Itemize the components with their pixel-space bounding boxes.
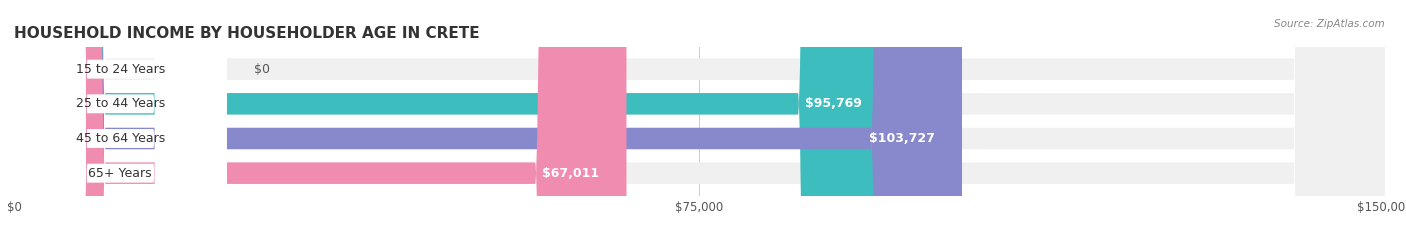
Text: 25 to 44 Years: 25 to 44 Years [76, 97, 165, 110]
FancyBboxPatch shape [14, 0, 627, 233]
Text: 65+ Years: 65+ Years [89, 167, 152, 180]
Text: Source: ZipAtlas.com: Source: ZipAtlas.com [1274, 19, 1385, 29]
Text: $103,727: $103,727 [869, 132, 935, 145]
Text: 45 to 64 Years: 45 to 64 Years [76, 132, 165, 145]
FancyBboxPatch shape [14, 0, 1385, 233]
FancyBboxPatch shape [14, 0, 226, 233]
Text: $95,769: $95,769 [806, 97, 862, 110]
FancyBboxPatch shape [14, 0, 1385, 233]
Text: HOUSEHOLD INCOME BY HOUSEHOLDER AGE IN CRETE: HOUSEHOLD INCOME BY HOUSEHOLDER AGE IN C… [14, 26, 479, 41]
FancyBboxPatch shape [14, 0, 962, 233]
FancyBboxPatch shape [14, 0, 1385, 233]
FancyBboxPatch shape [14, 0, 889, 233]
FancyBboxPatch shape [14, 0, 226, 233]
Text: $0: $0 [254, 63, 270, 76]
FancyBboxPatch shape [14, 0, 1385, 233]
FancyBboxPatch shape [14, 0, 226, 233]
Text: 15 to 24 Years: 15 to 24 Years [76, 63, 165, 76]
Text: $67,011: $67,011 [541, 167, 599, 180]
FancyBboxPatch shape [14, 0, 226, 233]
